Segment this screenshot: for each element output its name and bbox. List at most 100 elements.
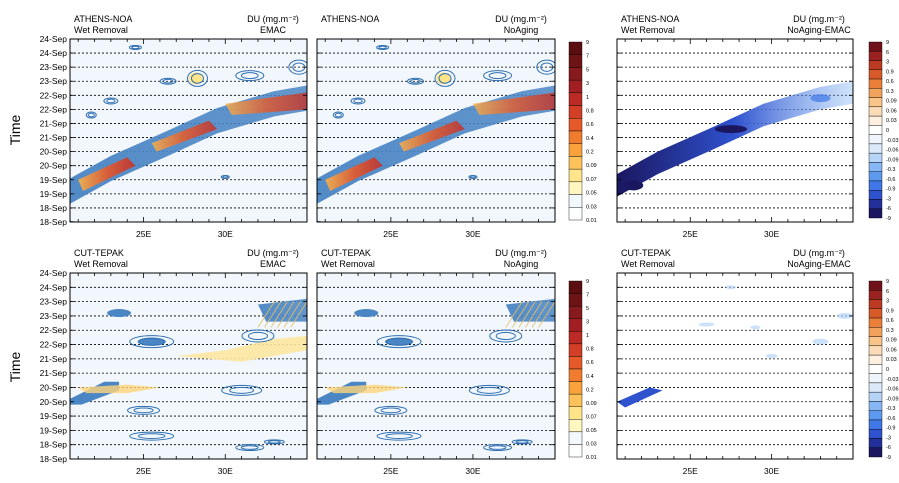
lon-tick-label: 30E — [218, 466, 233, 476]
colorbar-cell — [868, 447, 883, 458]
contour-ring — [159, 77, 177, 85]
time-tick-label: 24-Sep — [40, 48, 68, 58]
panel-2: ATHENS-NOA DU (mg.m⁻²)NoAging 25E 30E — [316, 14, 556, 239]
time-tick-label: 19-Sep — [40, 425, 68, 435]
panel-frame — [69, 38, 308, 223]
colorbar-label: -6 — [886, 206, 891, 212]
colorbar-cell — [868, 419, 883, 430]
colorbar-label: 9 — [586, 279, 589, 285]
colorbar-label: -0.6 — [886, 177, 895, 183]
contour-ring — [190, 73, 204, 84]
panel-process-title: Wet Removal — [74, 25, 128, 35]
contour-ring — [376, 335, 422, 349]
contour-ring — [483, 70, 513, 82]
colorbar-cell — [568, 207, 583, 221]
colorbar-label: 3 — [886, 60, 889, 66]
contour-ring — [186, 69, 208, 87]
colorbar-label: -0.03 — [886, 138, 899, 144]
colorbar-label: -6 — [886, 445, 891, 451]
panel-station-title: ATHENS-NOA — [321, 14, 379, 24]
contour-ring — [410, 78, 421, 84]
contour-ring — [235, 70, 265, 82]
colorbar-label: 0.6 — [886, 79, 894, 85]
panel-process-title: Wet Removal — [321, 259, 375, 269]
colorbar-cell — [568, 67, 583, 81]
time-tick-label: 23-Sep — [40, 297, 68, 307]
lon-tick-label: 25E — [136, 466, 151, 476]
yellow-patch — [78, 384, 160, 394]
contour-blob — [107, 309, 132, 318]
colorbar-cell — [568, 143, 583, 157]
colorbar-cell — [868, 134, 883, 145]
colorbar-abs-top: 9 7 5 3 1 0.8 0.6 0.4 0.2 0.09 0.07 0.05 0.03 0.01 — [568, 40, 597, 224]
panel-frame — [316, 272, 556, 460]
colorbar-cell — [568, 293, 583, 307]
panel-quantity-title: DU (mg.m⁻²) — [793, 248, 845, 258]
contour-ring — [263, 439, 285, 445]
colorbar-cell — [868, 317, 883, 328]
contour-blob — [257, 298, 307, 322]
contour-ring — [106, 98, 116, 104]
hatch-line — [511, 301, 530, 328]
colorbar-label: -3 — [886, 196, 891, 202]
time-tick-label: 18-Sep — [40, 217, 68, 227]
colorbar-label: 0.05 — [586, 428, 597, 434]
panel-run-title: NoAging-EMAC — [787, 259, 851, 269]
y-axis-label: Time — [7, 114, 23, 145]
colorbar-cell — [868, 69, 883, 80]
time-tick-label: 20-Sep — [40, 382, 68, 392]
colorbar-label: 0.05 — [586, 191, 597, 197]
colorbar-label: 0.01 — [586, 218, 597, 224]
colorbar-cell — [868, 51, 883, 61]
colorbar-label: 0.4 — [586, 374, 594, 380]
panel-station-title: CUT-TEPAK — [321, 248, 371, 258]
colorbar-label: 9 — [886, 279, 889, 285]
colorbar-cell — [868, 106, 883, 117]
time-tick-label: 21-Sep — [40, 133, 68, 143]
colorbar-cell — [568, 41, 583, 55]
colorbar-cell — [568, 406, 583, 420]
colorbar-cell — [868, 429, 883, 439]
contour-ring — [376, 431, 422, 441]
time-tick-label: 24-Sep — [40, 34, 68, 44]
contour-ring — [127, 405, 161, 415]
colorbar-label: 1 — [586, 95, 589, 101]
panel-field — [617, 52, 853, 209]
colorbar-cell — [868, 78, 883, 89]
contour-ring — [374, 405, 408, 415]
contour-ring — [332, 111, 344, 119]
colorbar-label: -0.3 — [886, 167, 895, 173]
panel-frame — [616, 272, 854, 460]
contour-ring — [128, 44, 142, 50]
contour-ring — [129, 431, 175, 441]
hatch-line — [538, 301, 555, 328]
colorbar-cell — [868, 115, 883, 126]
contour-ring — [376, 44, 390, 50]
colorbar-cell — [568, 181, 583, 195]
colorbar-cell — [568, 444, 583, 458]
colorbar-label: 1 — [586, 333, 589, 339]
panel-frame — [316, 38, 556, 223]
panel-station-title: ATHENS-NOA — [621, 14, 679, 24]
hot-patch — [225, 92, 307, 116]
colorbar-cell — [568, 331, 583, 345]
contour-ring — [235, 444, 265, 452]
hot-patch — [151, 120, 218, 152]
time-tick-label: 20-Sep — [40, 397, 68, 407]
contour-ring — [536, 59, 555, 75]
colorbar-label: 0.6 — [886, 318, 894, 324]
contour-ring — [288, 59, 307, 75]
colorbar-cell — [568, 305, 583, 319]
panel-field — [317, 286, 555, 452]
colorbar-label: -0.06 — [886, 387, 899, 393]
panel-field — [317, 44, 555, 222]
lon-tick-label: 25E — [136, 229, 151, 239]
time-tick-label: 19-Sep — [40, 411, 68, 421]
colorbar-abs-bottom: 9 7 5 3 1 0.8 0.6 0.4 0.2 0.09 0.07 0.05 0.03 0.01 — [568, 279, 597, 461]
colorbar-cell — [868, 41, 883, 52]
panel-run-title: NoAging-EMAC — [787, 25, 851, 35]
deficit-core — [810, 94, 831, 103]
colorbar-label: 9 — [586, 40, 589, 46]
contour-ring — [138, 433, 166, 440]
